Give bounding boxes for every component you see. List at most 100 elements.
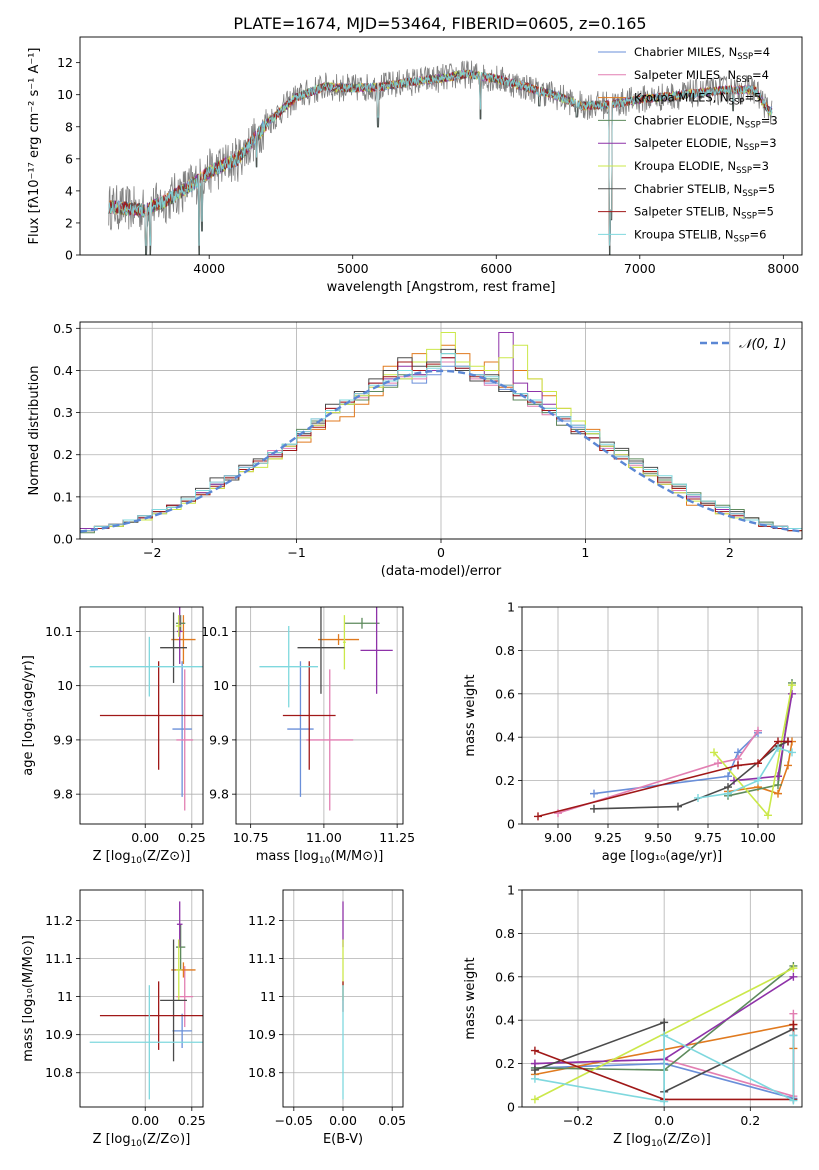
mass-weight-vs-age-ytick-label: 0.4 [495,730,515,745]
legend-entry-8: Kroupa STELIB, NSSP=6 [634,227,766,244]
legend-entry-2: Kroupa MILES, NSSP=5 [634,91,761,108]
mass-vs-z-ytick-label: 11.1 [45,951,73,966]
mass-weight-vs-z-marker-chabrier_stelib [530,1066,539,1075]
mass-weight-vs-age-marker-kroupa_elodie [710,748,718,757]
mass-vs-ebv-panel: −0.05 0.00 0.05 10.8 10.9 11 11.1 11.2 E(B-V) [248,889,406,1147]
mass-weight-vs-z-axes: −0.2 0.0 0.2 0 0.2 0.4 0.6 0.8 1 Z [log10(Z/Z⊙)] m… [463,883,803,1149]
spectrum-xtick-label: 8000 [767,261,799,276]
mass-vs-z-axes: 0.00 0.25 10.8 10.9 11 11.1 11.2 Z [log10(Z/Z⊙)… [21,889,206,1149]
spectrum-model-line-8 [108,69,773,246]
mass-weight-vs-z-xlabel-sub: 10 [651,1139,663,1149]
mass-weight-vs-age-ylabel: mass weight [463,674,478,756]
mass-weight-vs-z-xlabel: Z [log10(Z/Z⊙)] [613,1132,711,1149]
residuals-frame [79,321,803,540]
mass-weight-vs-age-plot-area [534,678,796,821]
age-vs-z-ylabel: age [log₁₀(age/yr)] [21,655,36,776]
age-vs-mass-xlabel-main: mass [log [256,849,319,864]
mass-vs-ebv-ytick-label: 10.8 [248,1065,276,1080]
mass-weight-vs-age-ytick-label: 0.2 [495,773,515,788]
age-vs-z-xlabel-main: Z [log [93,849,131,864]
residuals-ytick-label: 0.2 [53,447,73,462]
mass-vs-z-plot-area [89,901,203,1100]
spectrum-panel: 4000 5000 6000 7000 8000 0 2 4 6 8 10 12 wavelength … [27,36,803,295]
spectrum-ytick-label: 6 [65,151,73,166]
age-vs-z-xtick-label: 0.25 [178,830,206,845]
mass-vs-z-frame [79,889,204,1108]
mass-vs-z-ytick-label: 10.8 [45,1065,73,1080]
mass-weight-vs-age-ytick-label: 1 [507,600,515,615]
age-vs-mass-xlabel-sub: 10 [319,856,331,866]
mass-weight-vs-age-axes: 9.00 9.25 9.50 9.75 10.00 0 0.2 0.4 0.6 0.8 1 age [… [463,600,803,864]
mass-vs-z-xlabel: Z [log10(Z/Z⊙)] [93,1132,191,1149]
mass-vs-z-xlabel-tail: (Z/Z⊙)] [142,1132,190,1147]
age-vs-z-xlabel: Z [log10(Z/Z⊙)] [93,849,191,866]
spectrum-ytick-label: 8 [65,119,73,134]
mass-vs-ebv-xtick-label: −0.05 [275,1113,313,1128]
residuals-xtick-label: 0 [437,545,445,560]
mass-vs-z-ytick-label: 10.9 [45,1027,73,1042]
gaussian-curve [80,369,802,533]
mass-weight-vs-z-marker-salpeter_miles [789,1009,798,1018]
mass-weight-vs-z-xtick-label: 0.2 [740,1113,760,1128]
mass-weight-vs-z-marker-kroupa_elodie [789,964,798,973]
mass-weight-vs-age-marker-kroupa_stelib [694,793,702,802]
residuals-xtick-label: 1 [581,545,589,560]
mass-weight-vs-age-marker-kroupa_stelib [788,748,796,757]
residuals-ytick-label: 0.1 [53,489,73,504]
spectrum-ytick-label: 4 [65,183,73,198]
mass-weight-vs-z-ytick-label: 0.4 [495,1013,515,1028]
spectrum-ytick-label: 2 [65,215,73,230]
mass-vs-z-ytick-label: 11 [57,989,73,1004]
mass-weight-vs-z-xtick-label: 0.0 [654,1113,674,1128]
age-vs-mass-ytick-label: 9.9 [209,732,229,747]
mass-weight-vs-age-marker-kroupa_miles [784,761,792,770]
mass-vs-ebv-xlabel: E(B-V) [323,1132,363,1147]
histogram-kroupa_stelib [80,353,802,539]
mass-weight-vs-age-marker-chabrier_miles [590,789,598,798]
age-vs-mass-plot-area [259,607,393,811]
mass-weight-vs-age-marker-salpeter_elodie [788,689,796,698]
age-vs-mass-ytick-label: 10.1 [201,624,229,639]
mass-weight-vs-age-marker-kroupa_stelib [754,776,762,785]
figure-title: PLATE=1674, MJD=53464, FIBERID=0605, z=0… [233,14,646,33]
spectrum-plot-area [108,60,773,255]
age-vs-mass-xtick-label: 10.75 [233,830,269,845]
age-vs-z-xlabel-sub: 10 [131,856,143,866]
mass-weight-vs-age-xtick-label: 9.75 [694,830,722,845]
mass-vs-ebv-xtick-label: 0.00 [329,1113,357,1128]
mass-weight-vs-z-marker-kroupa_stelib [660,1031,669,1040]
residuals-xtick-label: 2 [726,545,734,560]
spectrum-xtick-label: 7000 [624,261,656,276]
mass-vs-z-panel: 0.00 0.25 10.8 10.9 11 11.1 11.2 Z [log10(Z/Z⊙)… [21,889,206,1149]
residuals-axes: −2 −1 0 1 2 0.0 0.1 0.2 0.3 0.4 0.5 (data-model)/er… [27,321,803,579]
spectrum-ytick-label: 12 [57,55,73,70]
mass-weight-vs-z-plot-area [530,961,798,1106]
mass-vs-z-xtick-label: 0.00 [131,1113,159,1128]
residuals-ylabel: Normed distribution [27,366,42,496]
legend-entry-5: Kroupa ELODIE, NSSP=3 [634,159,769,176]
age-vs-z-plot-area [89,607,203,811]
age-vs-z-ytick-label: 9.8 [53,787,73,802]
mass-weight-vs-z-marker-kroupa_stelib [789,1096,798,1105]
legend-entry-0: Chabrier MILES, NSSP=4 [634,45,770,62]
legend-entry-1: Salpeter MILES, NSSP=4 [634,68,769,85]
spectrum-frame [79,36,803,256]
age-vs-mass-xtick-label: 11.00 [306,830,342,845]
mass-vs-ebv-ytick-label: 11 [260,989,276,1004]
mass-vs-z-xtick-label: 0.25 [178,1113,206,1128]
age-vs-z-ytick-label: 10.1 [45,624,73,639]
mass-weight-vs-z-xlabel-main: Z [log [613,1132,651,1147]
mass-weight-vs-age-panel: 9.00 9.25 9.50 9.75 10.00 0 0.2 0.4 0.6 0.8 1 age [… [463,600,803,864]
spectrum-ylabel: Flux [fλ10⁻¹⁷ erg cm⁻² s⁻¹ A⁻¹] [27,48,42,245]
spectrum-xlabel: wavelength [Angstrom, rest frame] [327,280,556,295]
mass-weight-vs-z-xtick-label: −0.2 [563,1113,593,1128]
age-vs-z-xlabel-tail: (Z/Z⊙)] [142,849,190,864]
mass-vs-ebv-ytick-label: 11.2 [248,913,276,928]
residuals-ytick-label: 0.4 [53,363,73,378]
mass-weight-vs-age-ytick-label: 0 [507,817,515,832]
legend-entry-6: Chabrier STELIB, NSSP=5 [634,182,775,199]
legend-entry-7: Salpeter STELIB, NSSP=5 [634,205,774,222]
